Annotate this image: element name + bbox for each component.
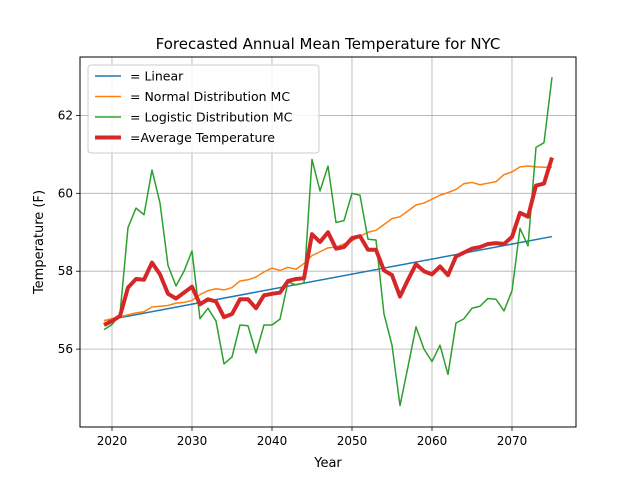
- plot-frame: [79, 56, 577, 428]
- legend-entry-1: = Linear: [130, 69, 184, 84]
- legend-entry-2: = Normal Distribution MC: [130, 89, 290, 104]
- series-line-1: [103, 235, 553, 322]
- y-axis-label: Temperature (F): [32, 190, 47, 295]
- series-line-2: [103, 165, 552, 322]
- series-line-3: [103, 77, 553, 407]
- legend-entry-3: = Logistic Distribution MC: [130, 110, 293, 125]
- legend: = Linear = Normal Distribution MC = Logist…: [87, 64, 320, 154]
- y-tick-label: 60: [58, 186, 73, 200]
- x-tick-label: 2030: [177, 434, 208, 448]
- x-tick-label: 2070: [497, 434, 528, 448]
- legend-entry-4: =Average Temperature: [130, 130, 275, 145]
- y-tick-label: 62: [58, 108, 73, 122]
- x-tick-label: 2040: [257, 434, 288, 448]
- y-tick-label: 58: [58, 264, 73, 278]
- x-tick-label: 2020: [97, 434, 128, 448]
- series-line-4: [103, 156, 554, 327]
- legend-box: [87, 64, 320, 154]
- series-lines: [103, 77, 554, 407]
- grid-lines: [80, 57, 576, 427]
- chart-title: Forecasted Annual Mean Temperature for N…: [156, 35, 501, 53]
- x-axis-label: Year: [313, 456, 342, 471]
- axis-ticks: 2020 2030 2040 2050 2060 2070 56 58 60 62: [58, 108, 528, 448]
- x-tick-label: 2050: [337, 434, 368, 448]
- y-tick-label: 56: [58, 342, 73, 356]
- x-tick-label: 2060: [417, 434, 448, 448]
